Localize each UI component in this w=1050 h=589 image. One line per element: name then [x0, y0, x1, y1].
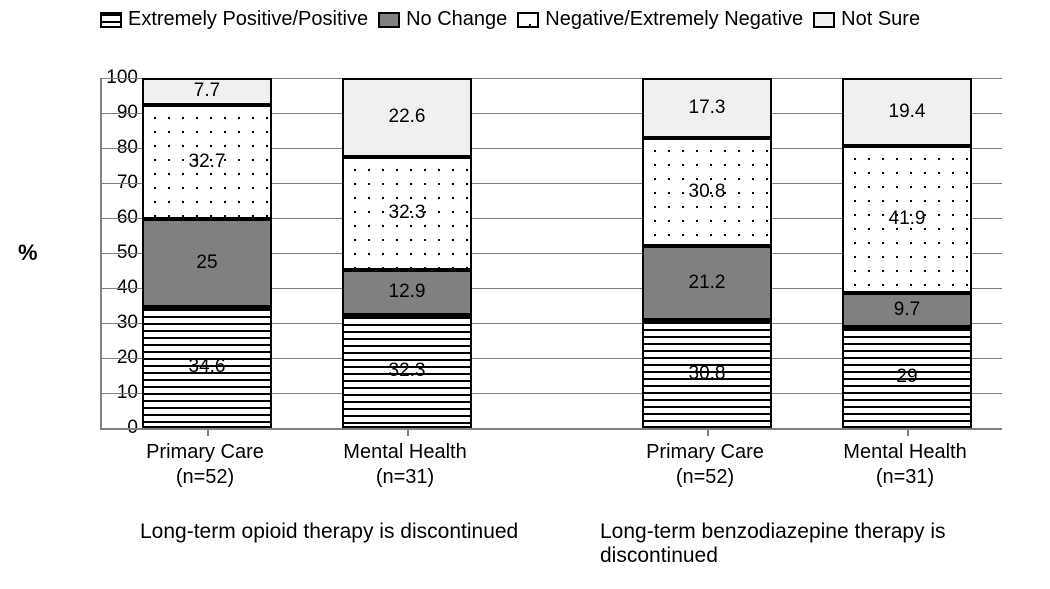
bar-segment-value: 12.9	[389, 281, 426, 303]
x-category-line2: (n=52)	[105, 465, 305, 490]
x-tick	[207, 428, 209, 436]
bar: 29 9.7 41.9 19.4	[842, 78, 972, 428]
legend-label-notsure: Not Sure	[841, 8, 920, 31]
bar: 32.3 12.9 32.3 22.6	[342, 78, 472, 428]
x-tick	[907, 428, 909, 436]
bar-segment-value: 19.4	[889, 101, 926, 123]
bar-segment-notsure: 17.3	[642, 78, 772, 139]
plot-area: 34.62532.77.732.312.932.322.630.821.230.…	[100, 78, 1002, 430]
x-category-label: Primary Care(n=52)	[105, 440, 305, 490]
group-title: Long-term benzodiazepine therapy is disc…	[600, 520, 1050, 568]
bar-segment-value: 32.7	[189, 151, 226, 173]
legend-item-negative: Negative/Extremely Negative	[517, 8, 803, 31]
legend: Extremely Positive/Positive No Change Ne…	[100, 8, 1010, 31]
legend-swatch-negative	[517, 12, 539, 28]
bar-segment-value: 25	[196, 252, 217, 274]
x-category-line1: Primary Care	[105, 440, 305, 465]
legend-swatch-notsure	[813, 12, 835, 28]
legend-label-negative: Negative/Extremely Negative	[545, 8, 803, 31]
bar-segment-pos: 29	[842, 327, 972, 429]
bar-segment-value: 7.7	[194, 80, 220, 102]
bar-segment-value: 9.7	[894, 299, 920, 321]
bar-segment-pos: 34.6	[142, 307, 272, 428]
x-category-line2: (n=31)	[805, 465, 1005, 490]
legend-item-nochange: No Change	[378, 8, 507, 31]
bar-segment-value: 29	[896, 366, 917, 388]
legend-label-nochange: No Change	[406, 8, 507, 31]
x-category-label: Mental Health(n=31)	[805, 440, 1005, 490]
bar-segment-value: 21.2	[689, 272, 726, 294]
bar-segment-neg: 30.8	[642, 138, 772, 246]
bar-segment-notsure: 22.6	[342, 78, 472, 157]
bar-segment-value: 22.6	[389, 106, 426, 128]
bar-segment-value: 30.8	[689, 181, 726, 203]
bar-segment-value: 32.3	[389, 202, 426, 224]
bar: 30.8 21.2 30.8 17.3	[642, 78, 772, 428]
bar: 34.6 25 32.7 7.7	[142, 78, 272, 428]
bar-segment-nochange: 25	[142, 219, 272, 307]
bar-segment-neg: 41.9	[842, 146, 972, 293]
bar-segment-value: 17.3	[689, 97, 726, 119]
x-category-line1: Mental Health	[305, 440, 505, 465]
x-tick	[707, 428, 709, 436]
bar-segment-neg: 32.3	[342, 157, 472, 270]
bar-segment-value: 34.6	[189, 356, 226, 378]
legend-swatch-positive	[100, 12, 122, 28]
bar-segment-notsure: 7.7	[142, 78, 272, 105]
bar-segment-value: 41.9	[889, 208, 926, 230]
chart-container: Extremely Positive/Positive No Change Ne…	[0, 0, 1050, 589]
x-category-line1: Primary Care	[605, 440, 805, 465]
bar-segment-pos: 30.8	[642, 320, 772, 428]
legend-item-notsure: Not Sure	[813, 8, 920, 31]
bar-segment-value: 32.3	[389, 360, 426, 382]
legend-swatch-nochange	[378, 12, 400, 28]
x-category-label: Primary Care(n=52)	[605, 440, 805, 490]
x-category-line2: (n=52)	[605, 465, 805, 490]
bar-segment-nochange: 9.7	[842, 293, 972, 327]
x-tick	[407, 428, 409, 436]
x-category-line2: (n=31)	[305, 465, 505, 490]
x-category-label: Mental Health(n=31)	[305, 440, 505, 490]
x-category-line1: Mental Health	[805, 440, 1005, 465]
bar-segment-pos: 32.3	[342, 315, 472, 428]
bar-segment-neg: 32.7	[142, 105, 272, 219]
bar-segment-notsure: 19.4	[842, 78, 972, 146]
bar-segment-nochange: 12.9	[342, 270, 472, 315]
legend-label-positive: Extremely Positive/Positive	[128, 8, 368, 31]
bar-segment-value: 30.8	[689, 363, 726, 385]
group-title: Long-term opioid therapy is discontinued	[140, 520, 518, 544]
bar-segment-nochange: 21.2	[642, 246, 772, 320]
legend-item-positive: Extremely Positive/Positive	[100, 8, 368, 31]
y-axis-title: %	[18, 240, 38, 266]
